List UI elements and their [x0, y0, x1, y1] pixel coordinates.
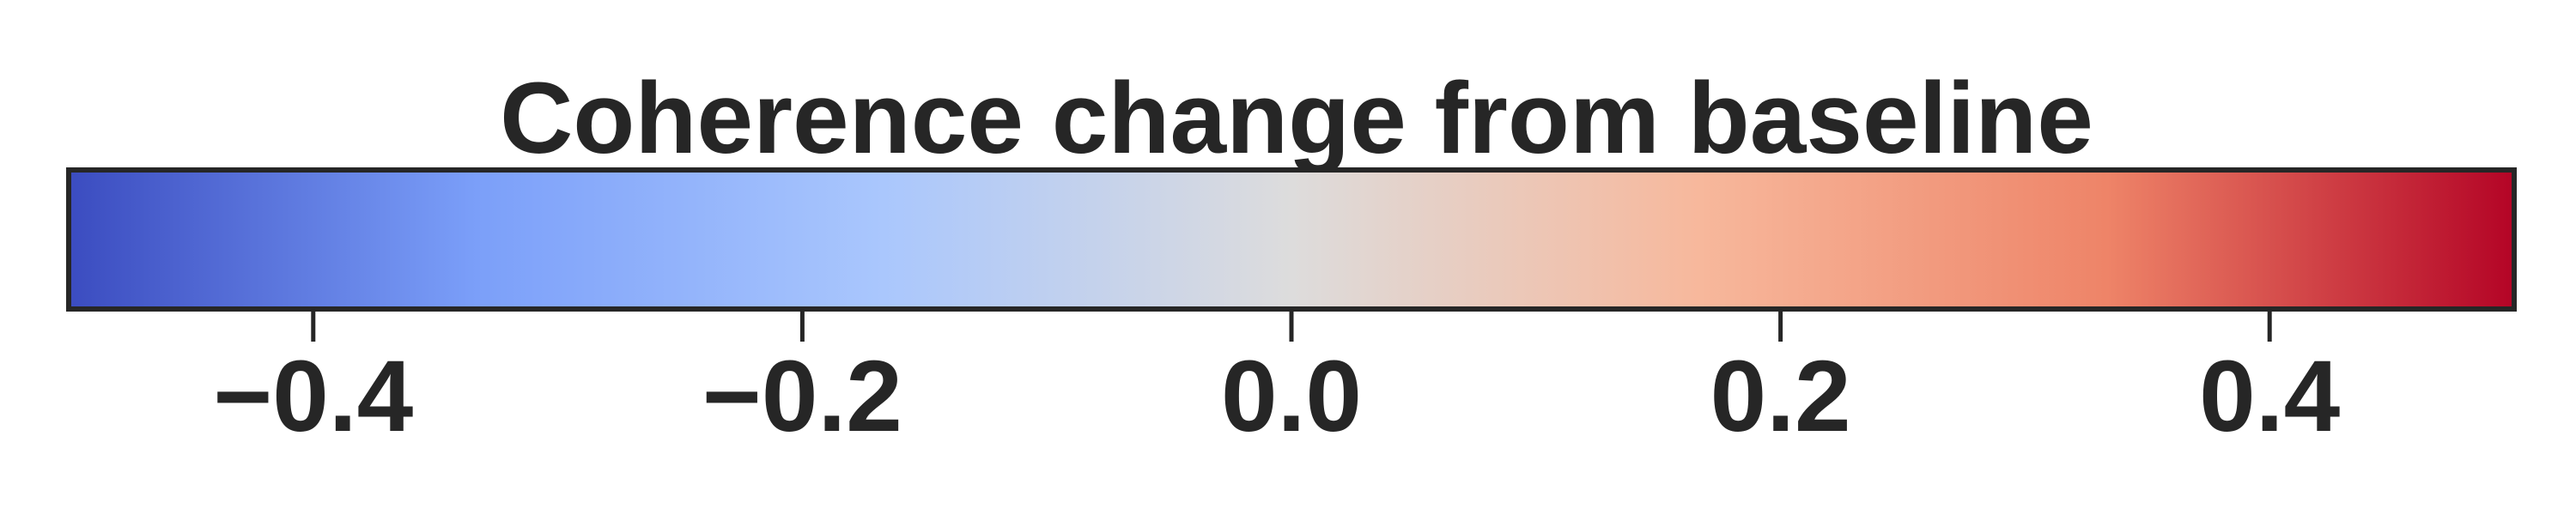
colorbar-tick-label: 0.2	[1710, 340, 1851, 453]
colorbar-tick-label: −0.2	[702, 340, 902, 453]
colorbar-tick-label: −0.4	[213, 340, 413, 453]
colorbar-title: Coherence change from baseline	[500, 62, 2093, 175]
colorbar-tick-label: 0.4	[2199, 340, 2340, 453]
colorbar-ticks: −0.4 −0.2 0.0 0.2 0.4	[213, 309, 2340, 453]
colorbar-gradient	[69, 170, 2514, 309]
colorbar-tick-label: 0.0	[1221, 340, 1362, 453]
